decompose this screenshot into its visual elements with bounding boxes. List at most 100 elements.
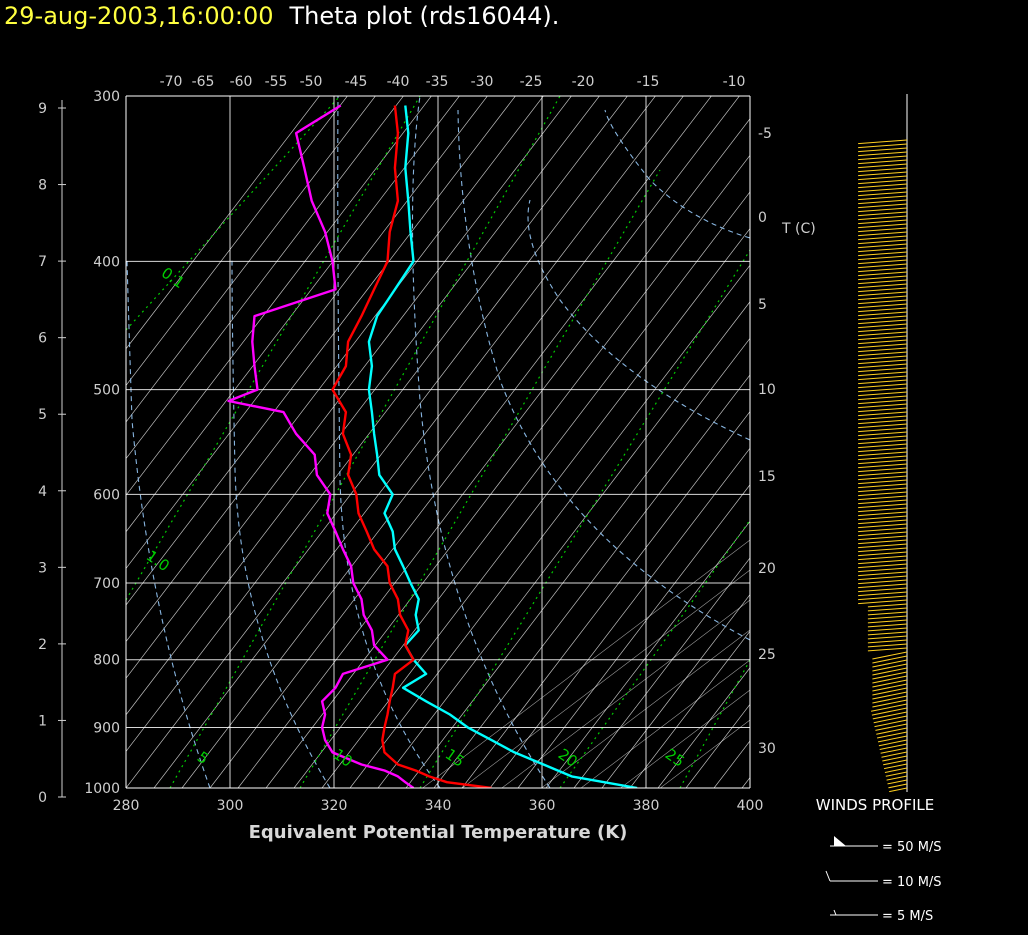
dry-adiabat-line — [126, 96, 572, 679]
dry-adiabat-line — [265, 154, 750, 788]
wind-barb — [858, 299, 908, 305]
right-temperature-tick-label: 20 — [758, 561, 776, 577]
moist-adiabat-curve — [411, 96, 551, 788]
wind-barb — [872, 655, 908, 664]
wind-barb — [858, 575, 908, 581]
wind-barb — [858, 271, 908, 277]
pressure-tick-label: 1000 — [84, 781, 120, 797]
height-tick-label: 7 — [38, 254, 47, 270]
wind-barb — [858, 347, 908, 353]
winds-profile-label: WINDS PROFILE — [816, 796, 934, 814]
wind-barb — [867, 643, 908, 648]
wind-barb — [858, 267, 908, 273]
mixing-ratio-line — [419, 249, 750, 788]
background-lines — [126, 56, 1028, 788]
wind-barb — [886, 775, 908, 781]
dry-adiabat-line — [629, 630, 750, 788]
wind-barb — [858, 199, 908, 205]
dry-adiabat-line — [209, 96, 740, 788]
series-line-magenta — [227, 104, 415, 788]
wind-barb — [858, 455, 908, 461]
wind-barb — [858, 395, 908, 401]
mixing-ratio-line — [559, 519, 750, 788]
dry-adiabat-line — [461, 569, 750, 788]
dry-adiabat-line — [349, 264, 750, 788]
wind-barb — [858, 179, 908, 185]
wind-barb — [858, 315, 908, 321]
x-axis-label: Equivalent Potential Temperature (K) — [249, 822, 628, 843]
wind-barb — [858, 423, 908, 429]
wind-barb — [858, 143, 908, 149]
top-temperature-tick-label: -60 — [230, 74, 253, 90]
wind-barb — [858, 579, 908, 585]
x-tick-label: 300 — [217, 798, 244, 814]
dry-adiabat-line — [966, 56, 1028, 788]
wind-barb — [858, 147, 908, 153]
dry-adiabat-line — [938, 56, 1028, 788]
dry-adiabat-line — [126, 96, 544, 643]
wind-barb — [858, 427, 908, 433]
wind-barb — [858, 295, 908, 301]
wind-barb — [858, 451, 908, 457]
wind-barb — [858, 251, 908, 257]
wind-barb — [867, 619, 908, 624]
wind-barb — [858, 303, 908, 309]
wind-barb — [858, 163, 908, 169]
wind-barb — [858, 431, 908, 437]
top-temperature-tick-label: -20 — [572, 74, 595, 90]
pressure-tick-label: 300 — [93, 89, 120, 105]
height-tick-label: 8 — [38, 178, 47, 194]
wind-barb — [858, 207, 908, 213]
wind-barb — [873, 715, 908, 724]
dry-adiabat-line — [422, 539, 750, 788]
moist-adiabat-curve — [527, 199, 750, 441]
wind-barb — [858, 527, 908, 533]
dry-adiabat-line — [489, 447, 750, 788]
wind-barb — [858, 195, 908, 201]
wind-barb — [889, 787, 908, 793]
wind-barb — [858, 511, 908, 517]
wind-barb — [858, 567, 908, 573]
top-temperature-tick-label: -25 — [520, 74, 543, 90]
moist-adiabat-curve — [231, 259, 331, 788]
wind-barb — [877, 735, 908, 743]
x-tick-label: 380 — [633, 798, 660, 814]
wind-barb — [858, 531, 908, 537]
grid-lines — [125, 95, 751, 789]
top-temperature-tick-label: -70 — [160, 74, 183, 90]
wind-barb — [858, 371, 908, 377]
wind-barb — [858, 319, 908, 325]
wind-barb — [858, 239, 908, 245]
wind-barb — [880, 747, 908, 754]
top-temperature-tick-label: -45 — [345, 74, 368, 90]
dry-adiabat-line — [126, 96, 488, 569]
wind-barb — [858, 495, 908, 501]
wind-barb — [877, 731, 908, 739]
right-temperature-tick-label: 25 — [758, 647, 776, 663]
wind-barb — [858, 231, 908, 237]
dry-adiabat-line — [126, 96, 320, 350]
right-temperature-tick-label: 15 — [758, 469, 776, 485]
dry-adiabat-line — [126, 96, 376, 423]
dry-adiabat-line — [321, 227, 750, 788]
wind-barb — [888, 783, 908, 789]
wind-barb — [858, 535, 908, 541]
dry-adiabat-line — [126, 96, 460, 533]
wind-barb — [858, 387, 908, 393]
right-temperature-tick-label: -5 — [758, 126, 772, 142]
dry-adiabat-line — [405, 337, 750, 788]
wind-barb — [872, 671, 908, 680]
top-temperature-tick-label: -30 — [471, 74, 494, 90]
wind-barb — [858, 191, 908, 197]
wind-barb — [858, 335, 908, 341]
height-tick-label: 0 — [38, 790, 47, 806]
wind-barb — [858, 291, 908, 297]
wind-barb — [858, 467, 908, 473]
wind-barb — [858, 355, 908, 361]
dry-adiabat-line — [713, 740, 750, 788]
dry-adiabat-line — [994, 56, 1028, 788]
wind-barb — [883, 759, 908, 766]
right-temperature-tick-label: 5 — [758, 297, 767, 313]
